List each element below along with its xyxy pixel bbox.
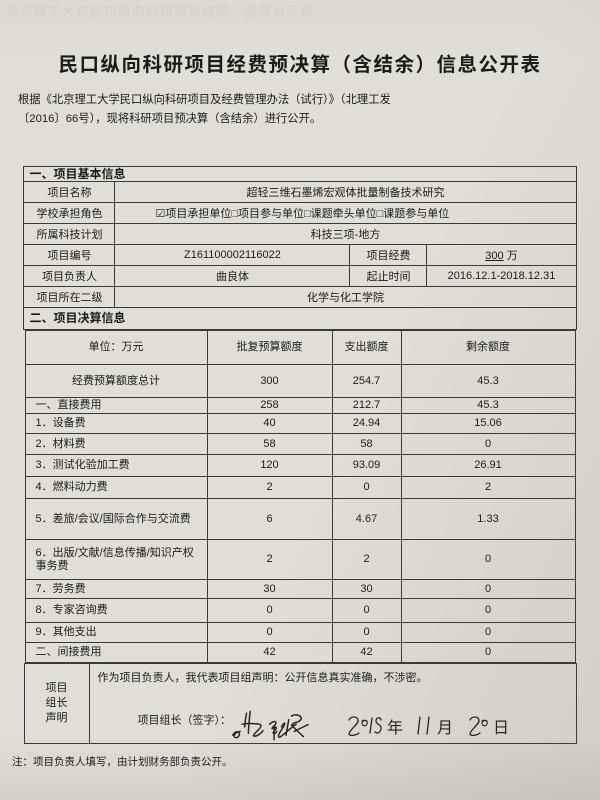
svg-text:日: 日 [493,714,509,738]
svg-text:年: 年 [387,714,403,738]
svg-text:月: 月 [437,714,453,738]
